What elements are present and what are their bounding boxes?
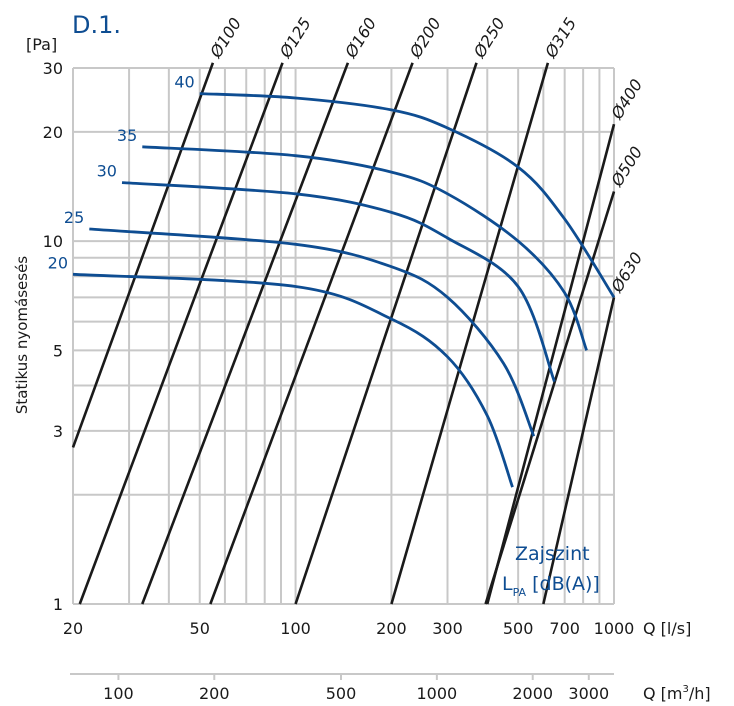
duct-label-4: Ø200 <box>405 14 445 62</box>
x2-tick-label: 100 <box>103 684 134 703</box>
legend-l: L <box>502 573 513 595</box>
x-tick-label: 50 <box>190 619 210 638</box>
duct-line-7 <box>486 123 616 605</box>
labels: Ø100 Ø125 Ø160 Ø200 Ø250 Ø315Ø400Ø500Ø6304035… <box>43 14 647 703</box>
duct-label-5: Ø250 <box>469 14 509 62</box>
duct-line-2 <box>78 62 284 605</box>
duct-line-9 <box>542 297 616 605</box>
y-tick-label: 3 <box>53 422 63 441</box>
x-axis-label: Q [l/s] <box>643 619 691 638</box>
duct-label-7: Ø400 <box>607 76 647 124</box>
noise-curves <box>72 92 616 488</box>
x-tick-label: 1000 <box>594 619 635 638</box>
y-axis-label: Statikus nyomásesés <box>13 256 31 414</box>
duct-line-1 <box>71 62 215 448</box>
duct-label-1: Ø100 <box>206 14 246 62</box>
x2-label-sup: 3 <box>683 684 689 695</box>
x2-axis-label: Q [m3/h] <box>643 684 711 703</box>
x-tick-label: 300 <box>432 619 463 638</box>
noise-curve-40 <box>199 92 616 299</box>
noise-curve-30 <box>121 181 556 383</box>
duct-line-5 <box>294 62 478 605</box>
legend-sub: PA <box>513 586 527 599</box>
x2-tick-label: 1000 <box>416 684 457 703</box>
noise-curve-label-25: 25 <box>64 208 84 227</box>
x2-tick-label: 3000 <box>568 684 609 703</box>
duct-line-6 <box>390 62 550 605</box>
x2-tick-label: 500 <box>326 684 357 703</box>
x-tick-label: 500 <box>503 619 534 638</box>
legend-unit: LPA [dB(A)] <box>502 573 600 599</box>
y-unit-label: [Pa] <box>26 35 57 54</box>
y-tick-label: 5 <box>53 341 63 360</box>
chart-title: D.1. <box>72 11 121 39</box>
y-tick-label: 30 <box>43 59 63 78</box>
legend-dba: [dB(A)] <box>526 573 600 595</box>
noise-curve-label-35: 35 <box>117 126 137 145</box>
x-tick-label: 700 <box>549 619 580 638</box>
x2-label-prefix: Q [m <box>643 684 683 703</box>
x2-tick-label: 2000 <box>512 684 553 703</box>
noise-curve-label-20: 20 <box>48 253 68 272</box>
x-tick-label: 200 <box>376 619 407 638</box>
duct-label-6: Ø315 <box>541 14 581 62</box>
duct-line-3 <box>141 62 350 605</box>
duct-label-2: Ø125 <box>275 14 315 62</box>
noise-curve-25 <box>89 227 536 437</box>
y-tick-label: 10 <box>43 232 63 251</box>
duct-lines <box>71 62 616 605</box>
noise-curve-label-30: 30 <box>97 162 117 181</box>
y-tick-label: 20 <box>43 123 63 142</box>
legend-title: Zajszint <box>515 543 590 565</box>
x-tick-label: 20 <box>63 619 83 638</box>
duct-line-4 <box>209 62 414 605</box>
noise-curve-35 <box>142 145 588 351</box>
duct-label-8: Ø500 <box>607 143 647 191</box>
x-tick-label: 100 <box>280 619 311 638</box>
y-tick-label: 1 <box>53 595 63 614</box>
duct-label-3: Ø160 <box>341 14 381 62</box>
noise-curve-20 <box>72 272 514 488</box>
noise-curve-label-40: 40 <box>174 73 194 92</box>
x2-tick-label: 200 <box>199 684 230 703</box>
x2-label-suffix: /h] <box>689 684 711 703</box>
duct-label-9: Ø630 <box>607 249 647 297</box>
